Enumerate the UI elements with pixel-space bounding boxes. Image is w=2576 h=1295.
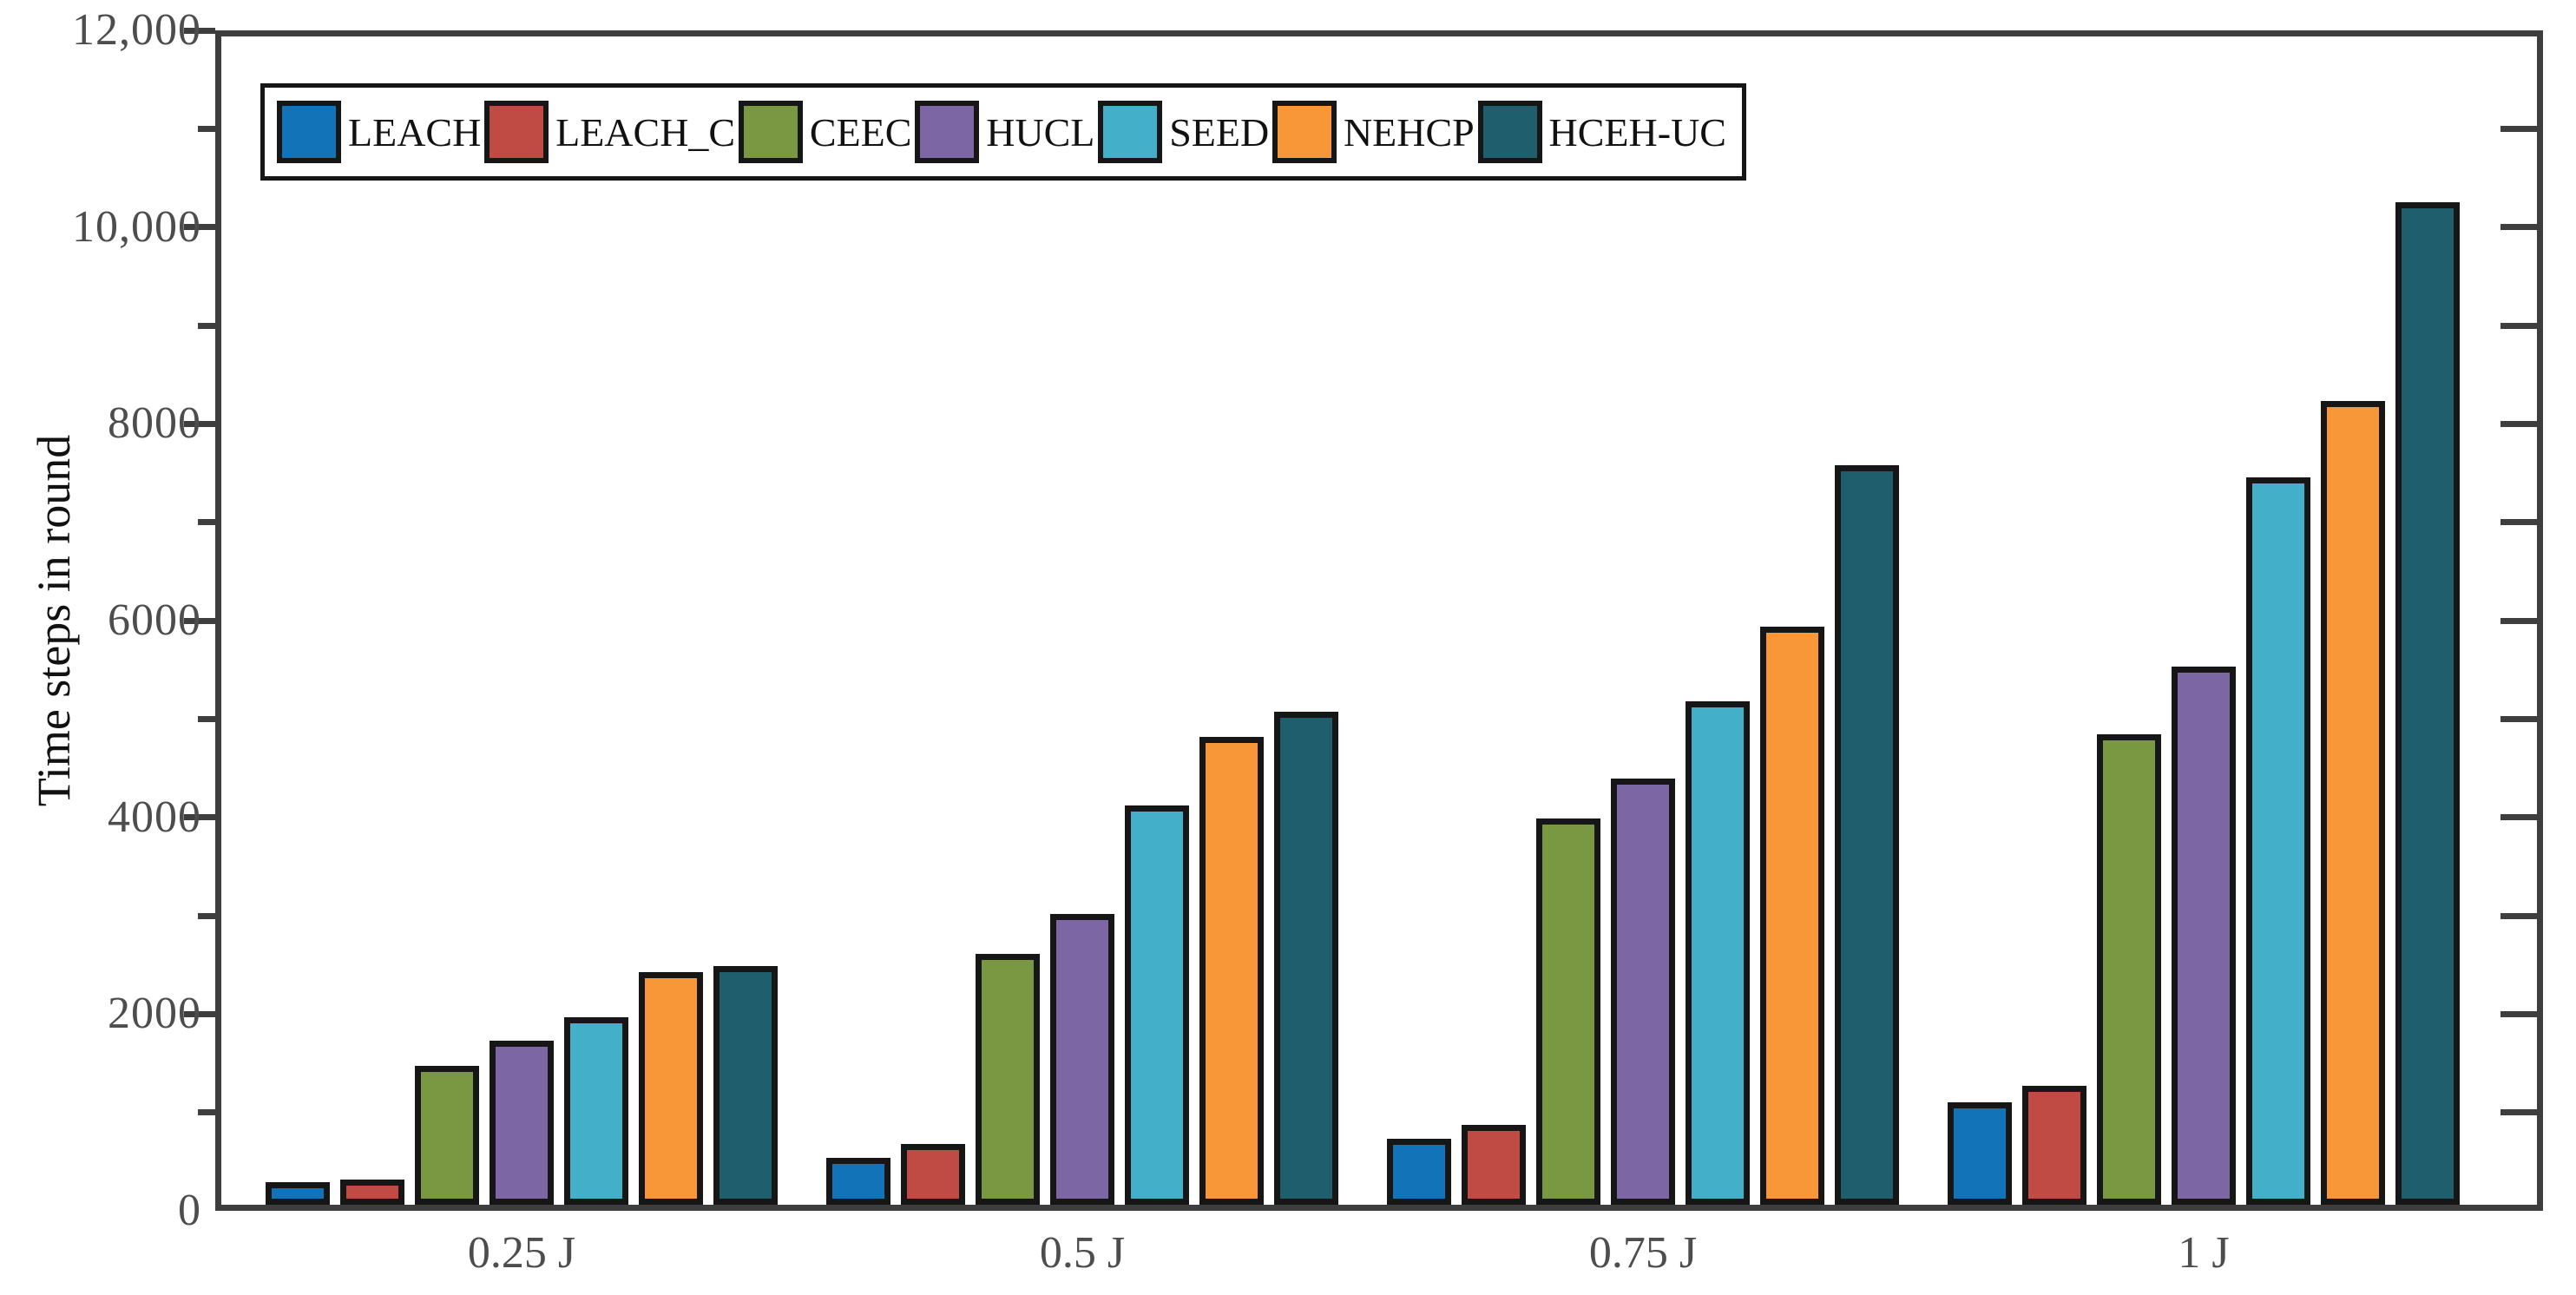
legend-swatch-icon bbox=[915, 101, 980, 163]
legend-item-SEED: SEED bbox=[1098, 101, 1269, 163]
y-tick-label: 4000 bbox=[108, 792, 201, 842]
y-right-inner-tick bbox=[2500, 420, 2537, 427]
bar-LEACH-0.5 J bbox=[826, 1157, 890, 1205]
legend-item-LEACH_C: LEACH_C bbox=[484, 101, 735, 163]
bar-CEEC-1 J bbox=[2097, 734, 2161, 1205]
x-tick-label: 1 J bbox=[2178, 1228, 2230, 1278]
bar-HCEH-UC-0.25 J bbox=[713, 965, 778, 1205]
y-tick-label: 0 bbox=[178, 1186, 201, 1235]
legend-label: HCEH-UC bbox=[1548, 109, 1726, 154]
bar-LEACH-0.75 J bbox=[1387, 1139, 1451, 1205]
legend: LEACH LEACH_C CEEC HUCL SEED NEHCP HCEH-UC bbox=[260, 83, 1746, 181]
legend-swatch-icon bbox=[1098, 101, 1163, 163]
y-major-tick bbox=[184, 617, 215, 624]
bar-SEED-0.5 J bbox=[1125, 805, 1189, 1205]
y-right-inner-tick bbox=[2500, 912, 2537, 919]
bar-LEACH-1 J bbox=[1948, 1102, 2012, 1205]
y-major-tick bbox=[184, 814, 215, 821]
bar-HCEH-UC-0.75 J bbox=[1835, 464, 1899, 1205]
y-right-inner-tick bbox=[2500, 814, 2537, 821]
bar-NEHCP-0.75 J bbox=[1760, 626, 1824, 1205]
bar-SEED-1 J bbox=[2246, 477, 2310, 1205]
y-tick-label: 2000 bbox=[108, 989, 201, 1039]
y-minor-tick bbox=[198, 125, 215, 132]
legend-item-CEEC: CEEC bbox=[738, 101, 912, 163]
x-tick-label: 0.5 J bbox=[1039, 1228, 1126, 1278]
bar-LEACH_C-0.25 J bbox=[340, 1179, 404, 1205]
y-right-inner-tick bbox=[2500, 125, 2537, 132]
y-right-inner-tick bbox=[2500, 519, 2537, 526]
legend-swatch-icon bbox=[1272, 101, 1337, 163]
x-tick-label: 0.25 J bbox=[467, 1228, 576, 1278]
bar-SEED-0.25 J bbox=[564, 1016, 628, 1205]
bar-HUCL-0.5 J bbox=[1050, 913, 1114, 1205]
y-tick-label: 12,000 bbox=[72, 5, 201, 55]
legend-label: NEHCP bbox=[1343, 109, 1475, 154]
y-major-tick bbox=[184, 224, 215, 231]
y-minor-tick bbox=[198, 912, 215, 919]
legend-swatch-icon bbox=[738, 101, 803, 163]
bar-LEACH_C-0.5 J bbox=[901, 1143, 965, 1205]
legend-label: HUCL bbox=[986, 109, 1095, 154]
y-right-inner-tick bbox=[2500, 322, 2537, 329]
legend-item-HUCL: HUCL bbox=[915, 101, 1094, 163]
legend-label: SEED bbox=[1169, 109, 1270, 154]
y-minor-tick bbox=[198, 322, 215, 329]
y-major-tick bbox=[184, 27, 215, 34]
y-tick-label: 10,000 bbox=[72, 201, 201, 252]
y-minor-tick bbox=[198, 1109, 215, 1116]
legend-swatch-icon bbox=[277, 101, 341, 163]
bar-CEEC-0.5 J bbox=[976, 954, 1040, 1205]
bar-LEACH_C-0.75 J bbox=[1462, 1125, 1526, 1205]
y-minor-tick bbox=[198, 519, 215, 526]
bar-CEEC-0.25 J bbox=[415, 1066, 479, 1205]
y-tick-label: 6000 bbox=[108, 595, 201, 645]
bar-HUCL-0.25 J bbox=[490, 1040, 554, 1205]
legend-item-HCEH-UC: HCEH-UC bbox=[1477, 101, 1726, 163]
y-right-inner-tick bbox=[2500, 1010, 2537, 1017]
bar-LEACH-0.25 J bbox=[266, 1182, 330, 1205]
bar-CEEC-0.75 J bbox=[1536, 818, 1600, 1205]
x-tick-label: 0.75 J bbox=[1588, 1228, 1698, 1278]
y-right-inner-tick bbox=[2500, 715, 2537, 722]
y-right-inner-tick bbox=[2500, 617, 2537, 624]
bar-NEHCP-1 J bbox=[2321, 401, 2385, 1205]
y-major-tick bbox=[184, 1010, 215, 1017]
bar-HCEH-UC-1 J bbox=[2395, 202, 2460, 1205]
plot-frame bbox=[215, 30, 2543, 1211]
legend-item-LEACH: LEACH bbox=[277, 101, 481, 163]
y-minor-tick bbox=[198, 715, 215, 722]
bar-HUCL-0.75 J bbox=[1611, 779, 1675, 1205]
y-major-tick bbox=[184, 420, 215, 427]
legend-swatch-icon bbox=[1477, 101, 1542, 163]
legend-swatch-icon bbox=[484, 101, 549, 163]
bar-HUCL-1 J bbox=[2172, 667, 2236, 1205]
bar-SEED-0.75 J bbox=[1686, 700, 1750, 1205]
legend-item-NEHCP: NEHCP bbox=[1272, 101, 1475, 163]
y-right-inner-tick bbox=[2500, 224, 2537, 231]
legend-label: LEACH_C bbox=[555, 109, 736, 154]
legend-label: LEACH bbox=[348, 109, 482, 154]
y-right-inner-tick bbox=[2500, 1109, 2537, 1116]
bar-HCEH-UC-0.5 J bbox=[1274, 712, 1338, 1205]
y-tick-label: 8000 bbox=[108, 398, 201, 449]
legend-label: CEEC bbox=[809, 109, 912, 154]
bar-LEACH_C-1 J bbox=[2022, 1086, 2086, 1205]
bar-NEHCP-0.5 J bbox=[1199, 736, 1264, 1205]
bar-NEHCP-0.25 J bbox=[639, 971, 703, 1205]
